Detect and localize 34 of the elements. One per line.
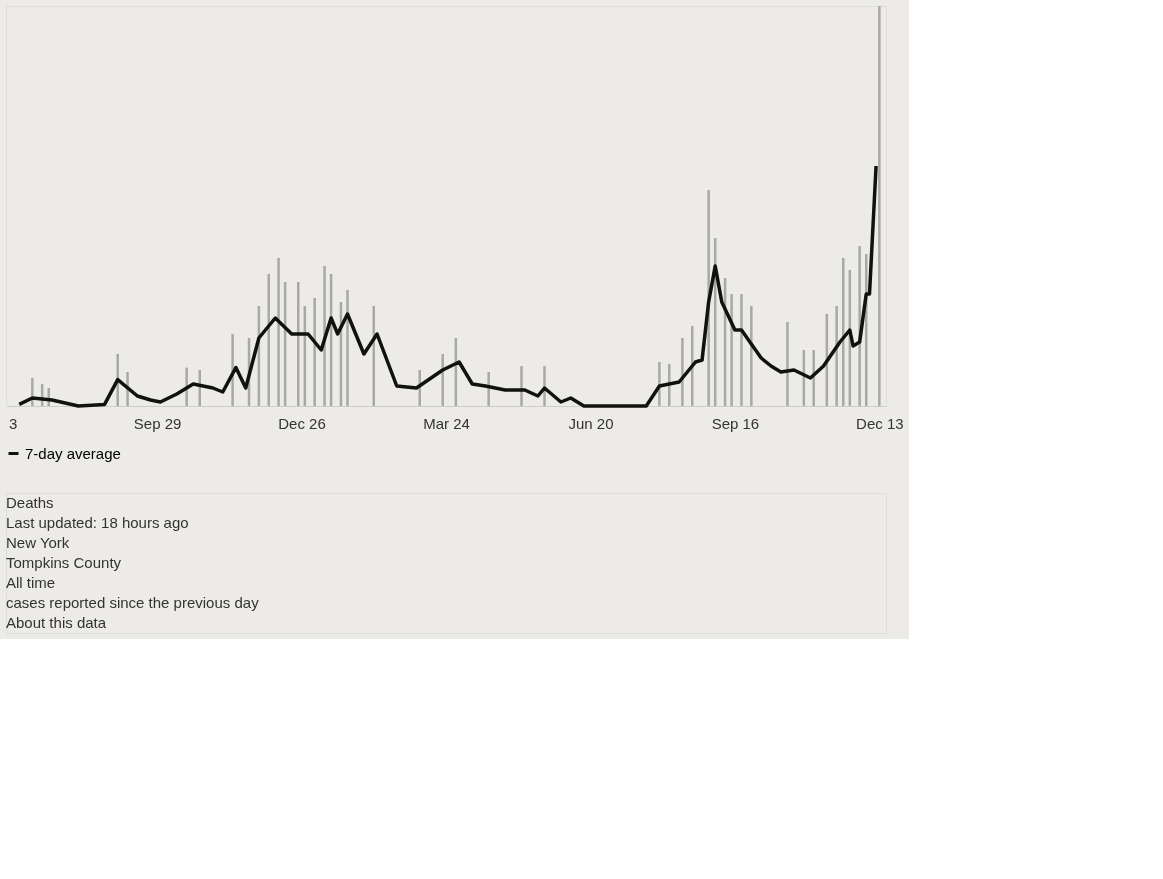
bar (740, 294, 743, 406)
bar (231, 334, 234, 406)
bar (313, 298, 316, 406)
x-tick-label: 3 (8, 414, 18, 432)
x-tick-label: Dec 26 (278, 414, 326, 432)
bar (730, 294, 733, 406)
bar (812, 350, 815, 406)
bar (346, 290, 349, 406)
text: Deaths (6, 494, 54, 511)
bar (681, 338, 684, 406)
bar (297, 282, 300, 406)
legend-label: 7-day average (25, 444, 121, 462)
bar (858, 246, 861, 406)
bar (878, 6, 881, 406)
x-tick-label: Dec 13 (856, 414, 904, 432)
bar (277, 258, 280, 406)
x-tick-label: Sep 29 (133, 414, 182, 432)
text: Last updated: 18 hours ago (6, 514, 189, 531)
bar (267, 274, 270, 406)
bar (750, 306, 753, 406)
bar (323, 266, 326, 406)
text: Tompkins County (6, 554, 122, 571)
text: cases reported since the previous day (6, 594, 260, 611)
bar (520, 366, 523, 406)
bar (487, 372, 490, 406)
text: New York (6, 534, 70, 551)
x-tick-label: Mar 24 (423, 414, 470, 432)
bar (441, 354, 444, 406)
text: About this data (6, 614, 107, 631)
bar (835, 306, 838, 406)
bar (786, 322, 789, 406)
text: All time (6, 574, 56, 591)
x-tick-label: Sep 16 (711, 414, 760, 432)
x-tick-label: Jun 20 (568, 414, 614, 432)
